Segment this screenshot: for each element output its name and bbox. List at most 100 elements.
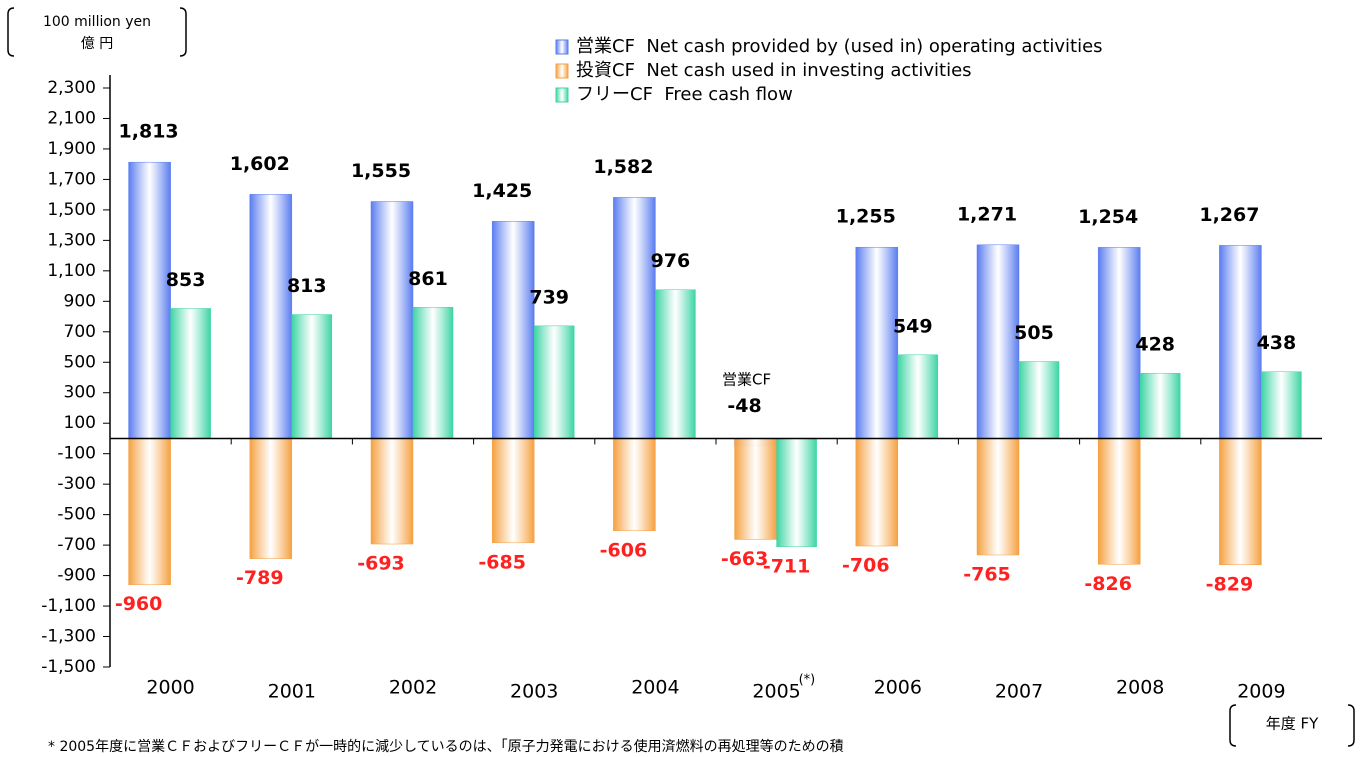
bar [1018,361,1060,439]
bar [412,307,454,439]
y-tick-label: 1,700 [47,169,96,189]
y-tick-label: 1,900 [47,139,96,159]
y-tick-label: 100 [64,413,96,433]
value-label: -765 [963,564,1011,586]
bracket [1229,704,1237,747]
value-label: 1,813 [119,121,179,143]
bar [491,221,535,439]
y-tick-label: 300 [64,383,96,403]
value-label: 1,255 [836,206,896,228]
y-tick-label: 700 [64,322,96,342]
bar [370,438,414,545]
value-label: -663 [721,548,769,570]
y-tick-label: -500 [57,505,96,525]
y-tick-label: -700 [57,535,96,555]
bracket [1347,704,1355,747]
x-tick-label: 2007 [995,681,1043,703]
y-tick-label: 1,300 [47,230,96,250]
bar [370,201,414,439]
bar [491,438,535,544]
x-tick-label: 2000 [146,677,194,699]
bar [1261,371,1302,439]
value-label: 1,254 [1078,206,1138,228]
value-label: -826 [1084,573,1132,595]
value-label: -48 [727,395,761,417]
bar [976,438,1020,556]
x-tick-label: 2009 [1237,681,1285,703]
bar [1219,438,1262,566]
bar [776,438,817,548]
bar [1139,372,1181,439]
x-tick-label: 2004 [631,677,679,699]
bar [128,438,171,585]
value-label: 438 [1257,332,1297,354]
unit-label: 億 円 [81,36,113,52]
bar [976,244,1020,439]
annotation: (*) [799,673,816,688]
bar [1097,438,1141,565]
y-tick-label: 1,500 [47,200,96,220]
bar [734,438,777,540]
y-tick-label: 500 [64,352,96,372]
unit-label: 100 million yen [43,14,151,30]
value-label: 853 [166,269,206,291]
value-label: -693 [357,553,405,575]
value-label: -789 [236,567,284,589]
legend-swatch [555,63,569,79]
value-label: -711 [763,555,811,577]
value-label: 549 [893,315,933,337]
x-unit: 年度 FY [1266,715,1319,733]
x-tick-label: 2002 [389,677,437,699]
value-label: 739 [529,286,569,308]
value-label: 861 [408,268,448,290]
value-label: 1,271 [957,203,1017,225]
bar [855,246,899,439]
x-tick-label: 2005 [752,681,800,703]
value-label: 428 [1135,334,1175,356]
y-tick-label: -100 [57,444,96,464]
value-label: 1,267 [1199,204,1259,226]
x-tick-label: 2006 [874,677,922,699]
legend-label: フリーCF Free cash flow [576,84,793,105]
y-tick-label: -300 [57,474,96,494]
value-label: 976 [651,250,691,272]
bracket [179,7,187,57]
value-label: -706 [842,555,890,577]
y-tick-label: 1,100 [47,261,96,281]
value-label: 813 [287,275,327,297]
bar [855,438,899,547]
bar [613,197,656,439]
value-label: -606 [600,539,648,561]
x-tick-label: 2003 [510,681,558,703]
legend-swatch [555,39,569,55]
value-label: 505 [1014,322,1054,344]
y-tick-label: -900 [57,566,96,586]
value-label: 1,582 [593,156,653,178]
footnote: * 2005年度に営業ＣＦおよびフリーＣＦが一時的に減少しているのは、「原子力発… [48,738,844,755]
value-label: -829 [1206,573,1254,595]
bar [249,438,293,559]
bar [249,194,293,439]
bar [897,354,939,439]
bar [291,314,333,439]
legend-label: 営業CF Net cash provided by (used in) oper… [576,36,1103,57]
y-tick-label: -1,100 [41,596,96,616]
y-tick-label: -1,500 [41,657,96,677]
bar [655,289,696,439]
bar [128,161,171,439]
x-tick-label: 2001 [268,681,316,703]
value-label: 1,425 [472,180,532,202]
x-tick-label: 2008 [1116,677,1164,699]
y-tick-label: 900 [64,291,96,311]
bar [170,308,211,439]
legend-swatch [555,87,569,103]
bar [1097,247,1141,439]
value-label: -960 [115,593,163,615]
bracket [7,7,15,57]
annotation: 営業CF [722,371,771,389]
value-label: -685 [478,551,526,573]
bar [1219,245,1262,439]
value-label: 1,555 [351,160,411,182]
value-label: 1,602 [230,153,290,175]
